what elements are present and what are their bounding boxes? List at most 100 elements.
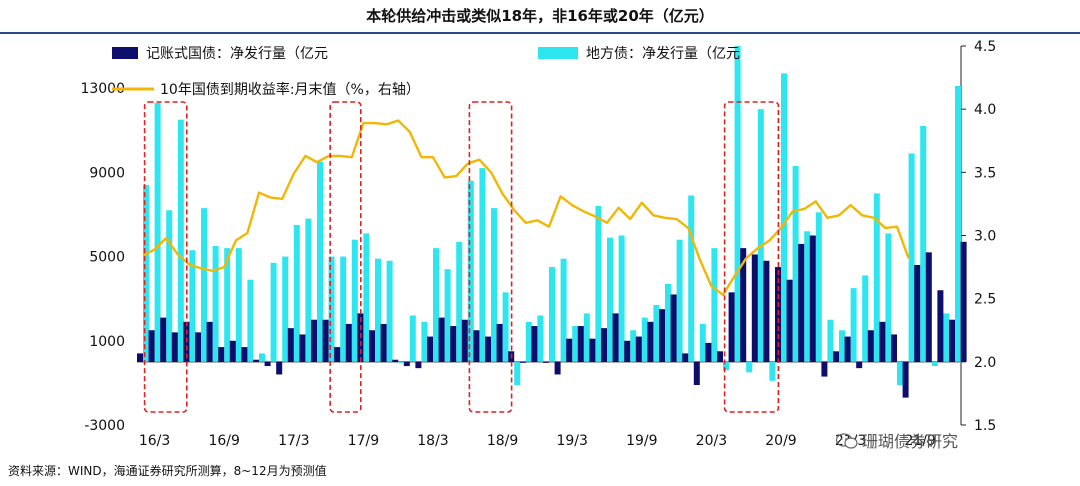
local-bond-bar bbox=[154, 102, 161, 362]
x-tick-label: 19/3 bbox=[556, 433, 587, 449]
local-bond-bar bbox=[456, 241, 463, 362]
local-bond-bar bbox=[549, 267, 555, 362]
gov-bond-bar bbox=[786, 279, 793, 362]
x-tick-label: 20/9 bbox=[765, 433, 796, 449]
gov-bond-bar bbox=[589, 338, 596, 362]
local-bond-bar bbox=[630, 330, 637, 362]
gov-bond-bar bbox=[937, 290, 944, 362]
watermark-text: 珊瑚债券研究 bbox=[862, 432, 959, 451]
gov-bond-bar bbox=[891, 334, 897, 362]
local-bond-bar bbox=[235, 248, 242, 362]
gov-bond-bar bbox=[682, 353, 689, 362]
y-left-tick-label: 9000 bbox=[89, 165, 125, 181]
local-bond-bar bbox=[607, 237, 613, 362]
chart-svg: -3000 1000 5000 9000 13000 1.5 2.0 2.5 3.0 3.5 4.0… bbox=[80, 39, 996, 449]
local-bond-bar bbox=[897, 361, 903, 385]
gov-bond-bar bbox=[879, 321, 886, 362]
source-note: 资料来源：WIND，海通证券研究所测算，8~12月为预测值 bbox=[8, 464, 327, 478]
gov-bond-bar bbox=[415, 361, 422, 369]
local-bond-bar bbox=[827, 319, 834, 362]
local-bond-bar bbox=[409, 315, 416, 362]
plot-area: -3000 1000 5000 9000 13000 1.5 2.0 2.5 3.0 3.5 4.0… bbox=[80, 39, 996, 449]
local-bond-bar bbox=[305, 218, 312, 362]
local-bond-bar bbox=[618, 235, 625, 362]
chart-title: 本轮供给冲击或类似18年，非16年或20年（亿元） bbox=[0, 0, 1080, 34]
x-tick-label: 16/3 bbox=[139, 433, 170, 449]
gov-bond-bar bbox=[902, 361, 909, 398]
local-bond-bar bbox=[908, 153, 915, 362]
gov-bond-bar bbox=[670, 294, 677, 362]
local-bond-bar bbox=[189, 250, 196, 362]
gov-bond-bar bbox=[473, 330, 480, 362]
gov-bond-bar bbox=[693, 361, 700, 385]
local-bond-bar bbox=[641, 317, 648, 362]
gov-bond-bar bbox=[925, 252, 932, 362]
x-tick-label: 17/9 bbox=[348, 433, 379, 449]
gov-bond-bar bbox=[195, 332, 201, 362]
gov-bond-bar bbox=[345, 323, 352, 362]
gov-bond-bar bbox=[380, 323, 387, 362]
local-bond-bar bbox=[665, 283, 671, 362]
gov-bond-bar bbox=[763, 260, 770, 362]
local-bond-bar bbox=[676, 239, 683, 362]
local-bond-bar bbox=[328, 256, 335, 362]
local-bond-bar bbox=[201, 208, 207, 362]
gov-bond-bar bbox=[844, 336, 851, 362]
local-bond-bar bbox=[839, 330, 845, 362]
gov-bond-bar bbox=[171, 332, 178, 362]
gov-bond-bar bbox=[740, 248, 747, 362]
local-bond-bar bbox=[781, 73, 787, 362]
local-bond-bar bbox=[293, 224, 300, 362]
local-bond-bar bbox=[259, 353, 265, 362]
local-bond-bar bbox=[815, 212, 822, 362]
gov-bond-bar bbox=[253, 359, 259, 362]
local-bond-bar bbox=[270, 262, 277, 362]
local-bond-bar bbox=[317, 161, 323, 362]
gov-bond-bar bbox=[531, 326, 538, 362]
gov-bond-bar bbox=[809, 235, 816, 362]
local-bond-bar bbox=[491, 208, 497, 362]
gov-bond-bar bbox=[461, 319, 468, 362]
highlight-box bbox=[329, 101, 362, 413]
gov-bond-bar bbox=[496, 323, 503, 362]
watermark: 珊瑚债券研究 bbox=[836, 428, 958, 452]
gov-bond-bar bbox=[821, 361, 828, 377]
gov-bond-bar bbox=[856, 361, 863, 369]
x-tick-label: 17/3 bbox=[278, 433, 309, 449]
local-bond-bar bbox=[653, 304, 660, 362]
gov-bond-bar bbox=[717, 351, 723, 362]
local-bond-bar bbox=[572, 326, 579, 362]
gov-bond-bar bbox=[566, 338, 573, 362]
gov-bond-bar bbox=[334, 347, 341, 362]
gov-bond-bar bbox=[577, 326, 584, 362]
gov-bond-bar bbox=[322, 319, 329, 362]
local-bond-bar bbox=[525, 321, 532, 362]
gov-bond-bar bbox=[612, 313, 619, 362]
wechat-icon bbox=[836, 433, 858, 449]
legend-label-local: 地方债：净发行量（亿元 bbox=[586, 46, 740, 62]
local-bond-bar bbox=[177, 119, 184, 362]
gov-bond-bar bbox=[485, 336, 491, 362]
gov-bond-bar bbox=[624, 340, 631, 362]
y-left-tick-label: -3000 bbox=[84, 418, 125, 434]
highlight-box bbox=[468, 101, 513, 413]
local-bond-bar bbox=[757, 109, 764, 362]
y-right-tick-label: 1.5 bbox=[974, 418, 996, 434]
local-bond-bar bbox=[282, 256, 289, 362]
local-bond-bar bbox=[143, 184, 149, 362]
gov-bond-bar bbox=[949, 319, 955, 362]
y-right-tick-label: 4.5 bbox=[974, 39, 996, 55]
y-right-tick-label: 2.0 bbox=[974, 355, 996, 371]
gov-bond-bar bbox=[833, 351, 839, 362]
local-bond-bar bbox=[166, 210, 173, 362]
local-bond-bar bbox=[398, 361, 405, 363]
gov-bond-bar bbox=[148, 330, 155, 362]
gov-bond-bar bbox=[427, 336, 433, 362]
gov-bond-bar bbox=[554, 361, 561, 375]
local-bond-bar bbox=[351, 239, 358, 362]
local-bond-bar bbox=[792, 166, 799, 362]
local-bond-bar bbox=[699, 323, 706, 362]
legend-swatch-gov bbox=[112, 47, 138, 59]
gov-bond-bar bbox=[438, 317, 445, 362]
x-tick-label: 18/9 bbox=[487, 433, 518, 449]
